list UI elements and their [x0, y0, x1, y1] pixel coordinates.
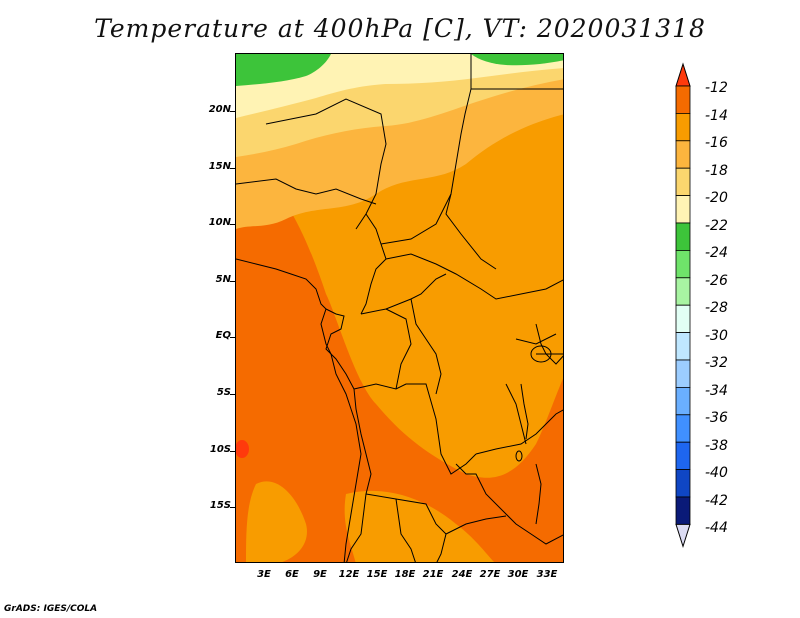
colorbar-label: -34: [705, 383, 728, 399]
grads-credit: GrADS: IGES/COLA: [4, 604, 98, 614]
colorbar-bin: [675, 249, 691, 279]
colorbar-label: -16: [705, 135, 728, 151]
lat-tick-eq: [230, 337, 235, 338]
lat-tick-5s: [230, 394, 235, 395]
colorbar-bin: [675, 113, 691, 142]
colorbar-bin: [675, 441, 691, 471]
lat-label: 20N: [208, 104, 231, 115]
lon-label: 9E: [313, 569, 327, 580]
colorbar-label: -36: [705, 410, 728, 426]
lat-tick-5n: [230, 281, 235, 282]
colorbar-bottom-arrow: [675, 523, 691, 549]
colorbar-label: -20: [705, 190, 728, 206]
colorbar-bin: [675, 277, 691, 306]
lat-tick-15s: [230, 507, 235, 508]
lon-label: 33E: [536, 569, 558, 580]
coastline-west: [236, 258, 362, 562]
colorbar-bin: [675, 167, 691, 196]
lat-tick-20n: [230, 111, 235, 112]
lon-label: 27E: [479, 569, 501, 580]
region-orange-sw: [246, 481, 307, 562]
colorbar-label: -42: [705, 493, 728, 509]
region-green-nw: [236, 54, 331, 86]
colorbar-label: -32: [705, 355, 728, 371]
region-orange-south: [344, 490, 495, 562]
colorbar-label: -38: [705, 438, 728, 454]
lon-label: 12E: [338, 569, 360, 580]
colorbar-label: -30: [705, 328, 728, 344]
lon-label: 24E: [451, 569, 473, 580]
colorbar-label: -26: [705, 273, 728, 289]
colorbar-bin: [675, 304, 691, 333]
lakes: [515, 345, 552, 525]
colorbar-bin: [675, 359, 691, 388]
lat-tick-15n: [230, 168, 235, 169]
colorbar-label: -28: [705, 300, 728, 316]
colorbar-label: -40: [705, 465, 728, 481]
colorbar-bin: [675, 140, 691, 169]
lon-label: 6E: [285, 569, 299, 580]
colorbar-bin: [675, 496, 691, 525]
lat-tick-10s: [230, 451, 235, 452]
region-green-ne: [471, 54, 563, 66]
lon-label: 18E: [394, 569, 416, 580]
lon-label: 3E: [257, 569, 271, 580]
lat-tick-10n: [230, 224, 235, 225]
colorbar-bin: [675, 414, 691, 443]
colorbar-bin: [675, 469, 691, 498]
lat-label: 15S: [209, 500, 231, 511]
lat-label: EQ: [215, 330, 231, 341]
colorbar-label: -18: [705, 163, 728, 179]
lat-label: 10S: [209, 444, 231, 455]
temperature-map: [235, 53, 564, 563]
colorbar-bin: [675, 386, 691, 416]
lon-label: 21E: [422, 569, 444, 580]
country-borders: [236, 54, 563, 562]
colorbar-label: -22: [705, 218, 728, 234]
lon-label: 15E: [366, 569, 388, 580]
colorbar-bin: [675, 222, 691, 251]
colorbar-label: -12: [705, 80, 728, 96]
map-svg: [236, 54, 563, 562]
map-title: Temperature at 400hPa [C], VT: 202003131…: [94, 14, 706, 43]
colorbar: [675, 62, 691, 549]
colorbar-bin: [675, 85, 691, 114]
region-pale-yellow: [236, 54, 563, 118]
lat-label: 15N: [208, 161, 231, 172]
lat-label: 5S: [216, 387, 231, 398]
colorbar-top-arrow: [675, 62, 691, 87]
colorbar-label: -44: [705, 520, 728, 536]
colorbar-label: -24: [705, 245, 728, 261]
colorbar-bin: [675, 195, 691, 224]
lat-label: 5N: [215, 274, 231, 285]
lat-label: 10N: [208, 217, 231, 228]
colorbar-bin: [675, 332, 691, 361]
region-red-spot: [236, 440, 249, 458]
colorbar-label: -14: [705, 108, 728, 124]
lon-label: 30E: [507, 569, 529, 580]
